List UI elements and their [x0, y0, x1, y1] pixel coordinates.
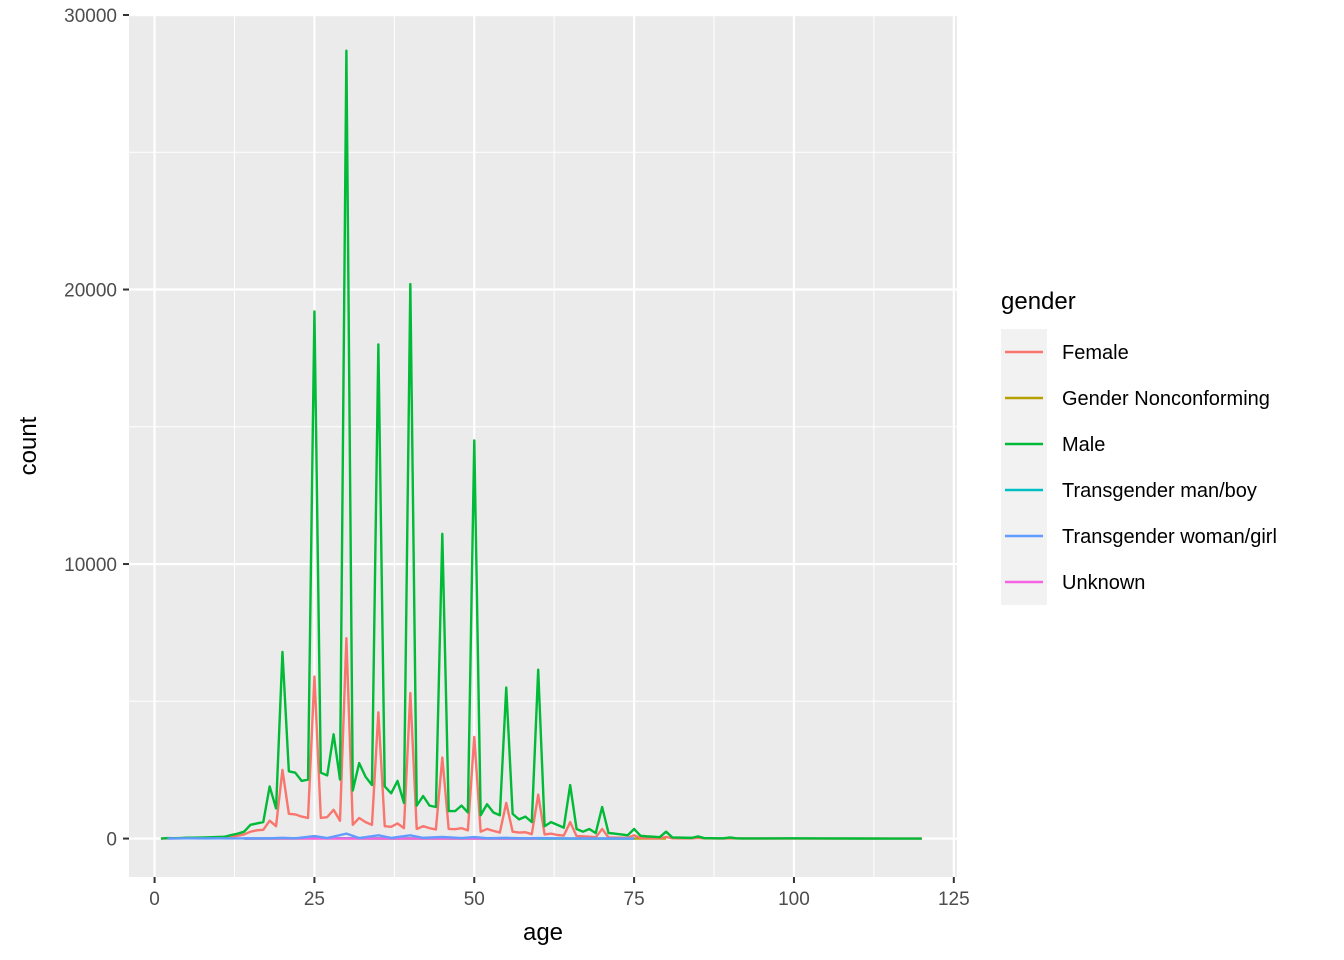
series-line-transgender-woman-girl — [167, 832, 635, 840]
x-tick-label: 0 — [149, 889, 160, 910]
x-tick-label: 50 — [464, 889, 485, 910]
x-tick-label: 25 — [304, 889, 325, 910]
x-tick-label: 125 — [938, 889, 970, 910]
legend: gender Female Gender Nonconforming Male Tra… — [1001, 288, 1277, 605]
y-tick-label: 10000 — [64, 555, 117, 576]
y-tick-label: 30000 — [64, 6, 117, 27]
legend-label: Unknown — [1062, 572, 1145, 594]
legend-key-background — [1001, 329, 1047, 605]
y-axis-title: count — [15, 416, 42, 475]
grid-minor — [129, 15, 957, 877]
legend-label: Transgender woman/girl — [1062, 526, 1277, 548]
legend-title: gender — [1001, 288, 1076, 315]
x-tick-label: 100 — [778, 889, 810, 910]
x-axis: 0 25 50 75 100 125 — [149, 877, 970, 910]
series-line-male — [160, 49, 922, 840]
plot-panel — [129, 15, 957, 877]
legend-label: Male — [1062, 434, 1105, 456]
y-tick-label: 20000 — [64, 281, 117, 302]
legend-label: Gender Nonconforming — [1062, 388, 1270, 410]
y-tick-label: 0 — [106, 830, 117, 851]
x-axis-title: age — [523, 919, 563, 946]
grid-major — [129, 13, 957, 877]
legend-label: Female — [1062, 342, 1129, 364]
y-axis: 0 10000 20000 30000 — [64, 6, 129, 851]
series-lines — [160, 49, 922, 840]
legend-label: Transgender man/boy — [1062, 480, 1257, 502]
legend-items: Female Gender Nonconforming Male Transgende… — [1005, 342, 1277, 594]
x-tick-label: 75 — [624, 889, 645, 910]
